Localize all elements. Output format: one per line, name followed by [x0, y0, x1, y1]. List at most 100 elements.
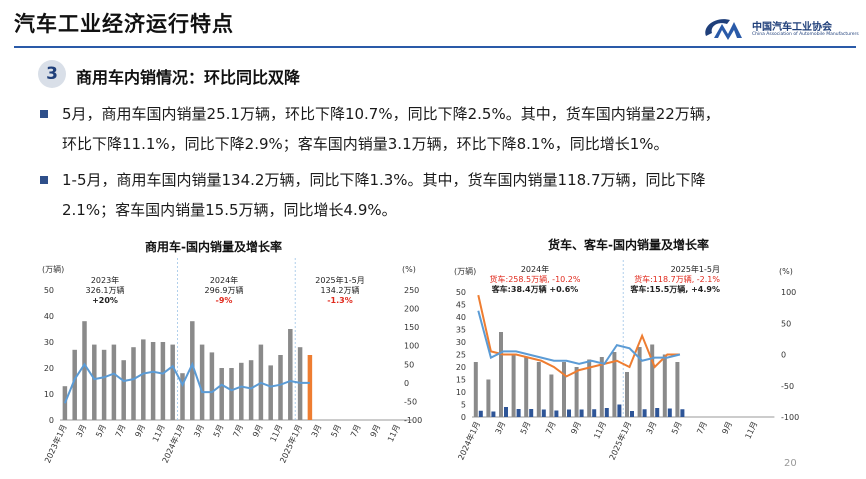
x-tick-label: 5月 [212, 423, 226, 439]
section-number-badge: 3 [38, 60, 66, 88]
bullet-1-line-2: 环比下降11.1%，同比下降2.9%；客车国内销量3.1万辆，环比下降8.1%，… [62, 135, 669, 153]
left-tick-label: 40 [456, 313, 466, 322]
bar [160, 342, 166, 420]
x-tick-label: 11月 [151, 423, 167, 443]
right-tick-label: -50 [404, 397, 417, 406]
bar [131, 347, 136, 420]
bar [604, 408, 609, 417]
bar [478, 410, 483, 417]
bar [554, 410, 559, 417]
left-tick-label: 25 [456, 351, 466, 360]
left-tick-label: 5 [461, 401, 466, 410]
bar [499, 332, 503, 417]
chart-1-title: 商用车-国内销量及增长率 [145, 240, 282, 254]
annotation-text: 326.1万辆 [86, 285, 125, 295]
bar [268, 365, 273, 420]
bar [655, 408, 660, 417]
annotation-text: -9% [216, 296, 233, 305]
commercial-vehicle-chart: (万辆) (%) 0 10 20 30 40 50 -100 -50 0 50 100 150 200 250… [42, 258, 422, 464]
x-tick-label: 11月 [592, 420, 608, 440]
bullet-2-line-1: 1-5月，商用车国内销量134.2万辆，同比下降1.3%。其中，货车国内销量11… [62, 171, 706, 189]
annotation-text: 货车:258.5万辆, -10.2% [490, 274, 581, 284]
x-tick-label: 3月 [75, 423, 89, 439]
right-tick-label: 0 [404, 379, 409, 388]
bar [637, 347, 642, 417]
bar [239, 362, 244, 420]
bar [680, 409, 685, 417]
bar [529, 409, 534, 417]
bar [141, 339, 146, 420]
x-tick-label: 7月 [544, 420, 558, 436]
bar [307, 355, 313, 420]
section-title: 商用车内销情况：环比同比双降 [76, 68, 301, 87]
left-tick-label: 10 [456, 388, 466, 397]
bar [473, 362, 478, 417]
annotation-text: +20% [92, 296, 118, 305]
right-tick-label: 200 [404, 305, 419, 314]
right-tick-label: 250 [404, 286, 419, 295]
right-tick-label: 150 [404, 323, 419, 332]
bar [209, 352, 215, 420]
bullet-paragraph-2: 1-5月，商用车国内销量134.2万辆，同比下降1.3%。其中，货车国内销量11… [62, 165, 852, 225]
bar [199, 344, 205, 420]
annotation-text: 2023年 [91, 275, 119, 285]
x-tick-label: 9月 [720, 420, 734, 436]
annotation-text: 2024年 [521, 264, 549, 274]
left-tick-label: 10 [44, 390, 54, 399]
right-tick-label: 100 [781, 288, 796, 297]
right-tick-label: -100 [404, 416, 422, 425]
x-tick-label: 3月 [192, 423, 206, 439]
annotation-text: 134.2万辆 [321, 285, 360, 295]
annotation-text: 客车:38.4万辆 +0.6% [491, 284, 579, 294]
bar [170, 344, 175, 420]
growth-rate-line [63, 361, 310, 404]
right-axis-unit-label: (%) [402, 265, 416, 274]
right-axis-unit-label: (%) [779, 267, 793, 276]
right-tick-label: -100 [781, 413, 799, 422]
bar [229, 368, 234, 420]
annotation-text: 货车:118.7万辆, -2.1% [634, 274, 720, 284]
left-tick-label: 30 [456, 338, 466, 347]
left-tick-label: 15 [456, 376, 466, 385]
annotation-text: 2024年 [210, 275, 238, 285]
x-tick-label: 9月 [369, 423, 383, 439]
annotation-text: 296.9万辆 [205, 285, 244, 295]
growth-rate-line [477, 310, 681, 366]
left-axis-unit-label: (万辆) [42, 264, 64, 274]
header-divider [14, 46, 856, 48]
bar [579, 409, 584, 417]
bar [82, 321, 87, 420]
bar [592, 409, 597, 417]
bar [511, 354, 516, 417]
bar [662, 354, 667, 417]
bar [150, 342, 156, 420]
annotation-text: 客车:15.5万辆, +4.9% [629, 284, 720, 294]
x-tick-label: 2024年1月 [456, 420, 483, 462]
bar [486, 379, 491, 417]
page-title: 汽车工业经济运行特点 [14, 12, 234, 36]
bar [288, 329, 293, 420]
x-tick-label: 3月 [494, 420, 508, 436]
x-tick-label: 5月 [329, 423, 343, 439]
left-tick-label: 40 [44, 312, 54, 321]
bar [612, 352, 617, 417]
bar [675, 362, 680, 417]
left-tick-label: 20 [44, 364, 54, 373]
bar [625, 372, 629, 417]
annotation-text: 2025年1-5月 [671, 264, 720, 274]
caam-logo-icon [705, 19, 742, 40]
right-tick-label: 50 [404, 360, 414, 369]
bar [92, 344, 97, 420]
bullet-square-icon [40, 110, 48, 118]
x-tick-label: 7月 [349, 423, 363, 439]
left-tick-label: 35 [456, 326, 466, 335]
truck-bus-chart: (万辆) (%) 0 5 10 15 20 25 30 35 40 45 50 -100 -50 0 50 100… [454, 260, 799, 462]
logo-name-cn: 中国汽车工业协会 [752, 22, 832, 33]
bar [567, 409, 571, 417]
bar [491, 411, 496, 417]
x-tick-label: 3月 [645, 420, 659, 436]
bullet-1-line-1: 5月，商用车国内销量25.1万辆，环比下降10.7%，同比下降2.5%。其中，货… [62, 105, 720, 123]
bullet-2-line-2: 2.1%；客车国内销量15.5万辆，同比增长4.9%。 [62, 201, 397, 219]
annotation-text: 2025年1-5月 [315, 275, 364, 285]
x-tick-label: 5月 [670, 420, 684, 436]
